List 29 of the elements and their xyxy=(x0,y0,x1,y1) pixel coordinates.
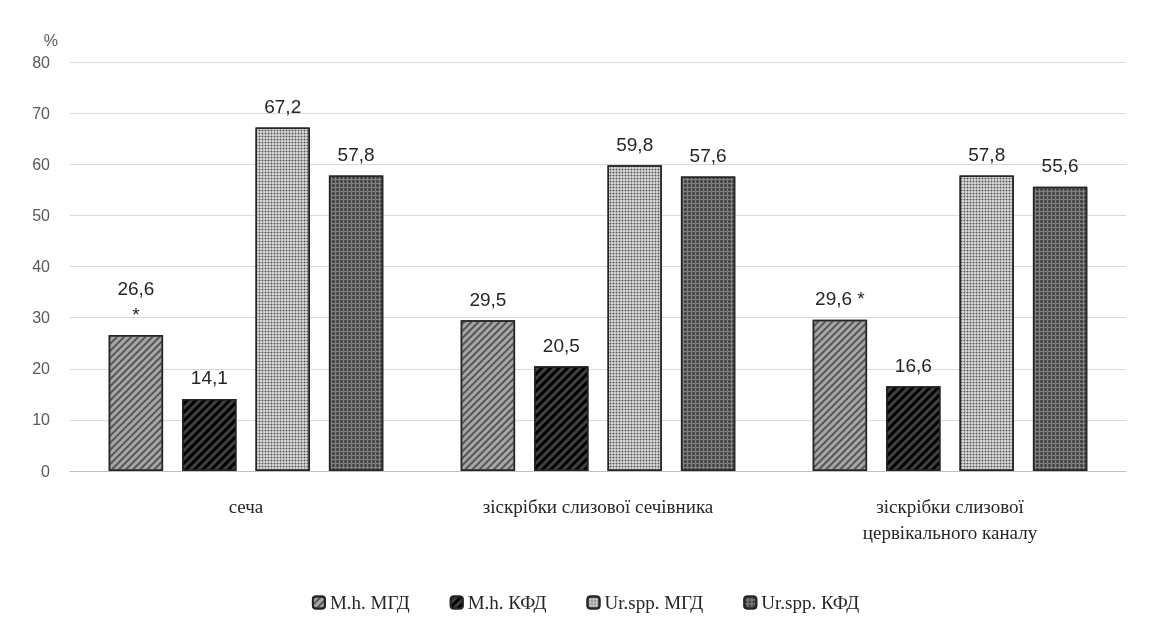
y-tick-label: 20 xyxy=(32,360,51,378)
data-label: 14,1 xyxy=(190,367,228,389)
data-label: 67,2 xyxy=(264,95,302,117)
x-tick-label: сеча xyxy=(228,495,264,517)
y-tick-label: 30 xyxy=(32,309,51,327)
legend-label: M.h. МГД xyxy=(329,592,410,613)
legend-label: M.h. КФД xyxy=(467,592,547,613)
data-label: 20,5 xyxy=(542,334,580,356)
x-tick-label: зіскрібки слизової цервікального каналу xyxy=(862,495,1038,543)
data-label: 29,5 xyxy=(469,288,507,310)
y-axis-title: % xyxy=(43,31,58,49)
data-label: 29,6 * xyxy=(815,288,866,310)
legend-label: Ur.spp. КФД xyxy=(761,592,860,613)
data-label: 57,8 xyxy=(337,144,375,165)
data-label: 57,8 xyxy=(968,144,1006,165)
y-tick-label: 70 xyxy=(32,104,51,122)
y-tick-label: 0 xyxy=(41,462,51,480)
x-tick-label: зіскрібки слизової сечівника xyxy=(482,495,714,517)
y-tick-label: 40 xyxy=(32,258,51,275)
data-label: 55,6 xyxy=(1041,155,1079,177)
y-tick-label: 80 xyxy=(32,53,51,71)
data-label: 57,6 xyxy=(689,145,727,167)
data-label: 16,6 xyxy=(894,354,932,376)
data-label: 26,6 * xyxy=(117,277,155,325)
y-tick-label: 60 xyxy=(32,155,51,173)
y-tick-label: 10 xyxy=(32,411,51,429)
data-label: 59,8 xyxy=(616,133,654,155)
legend-label: Ur.spp. МГД xyxy=(604,592,704,613)
y-tick-label: 50 xyxy=(32,206,51,224)
